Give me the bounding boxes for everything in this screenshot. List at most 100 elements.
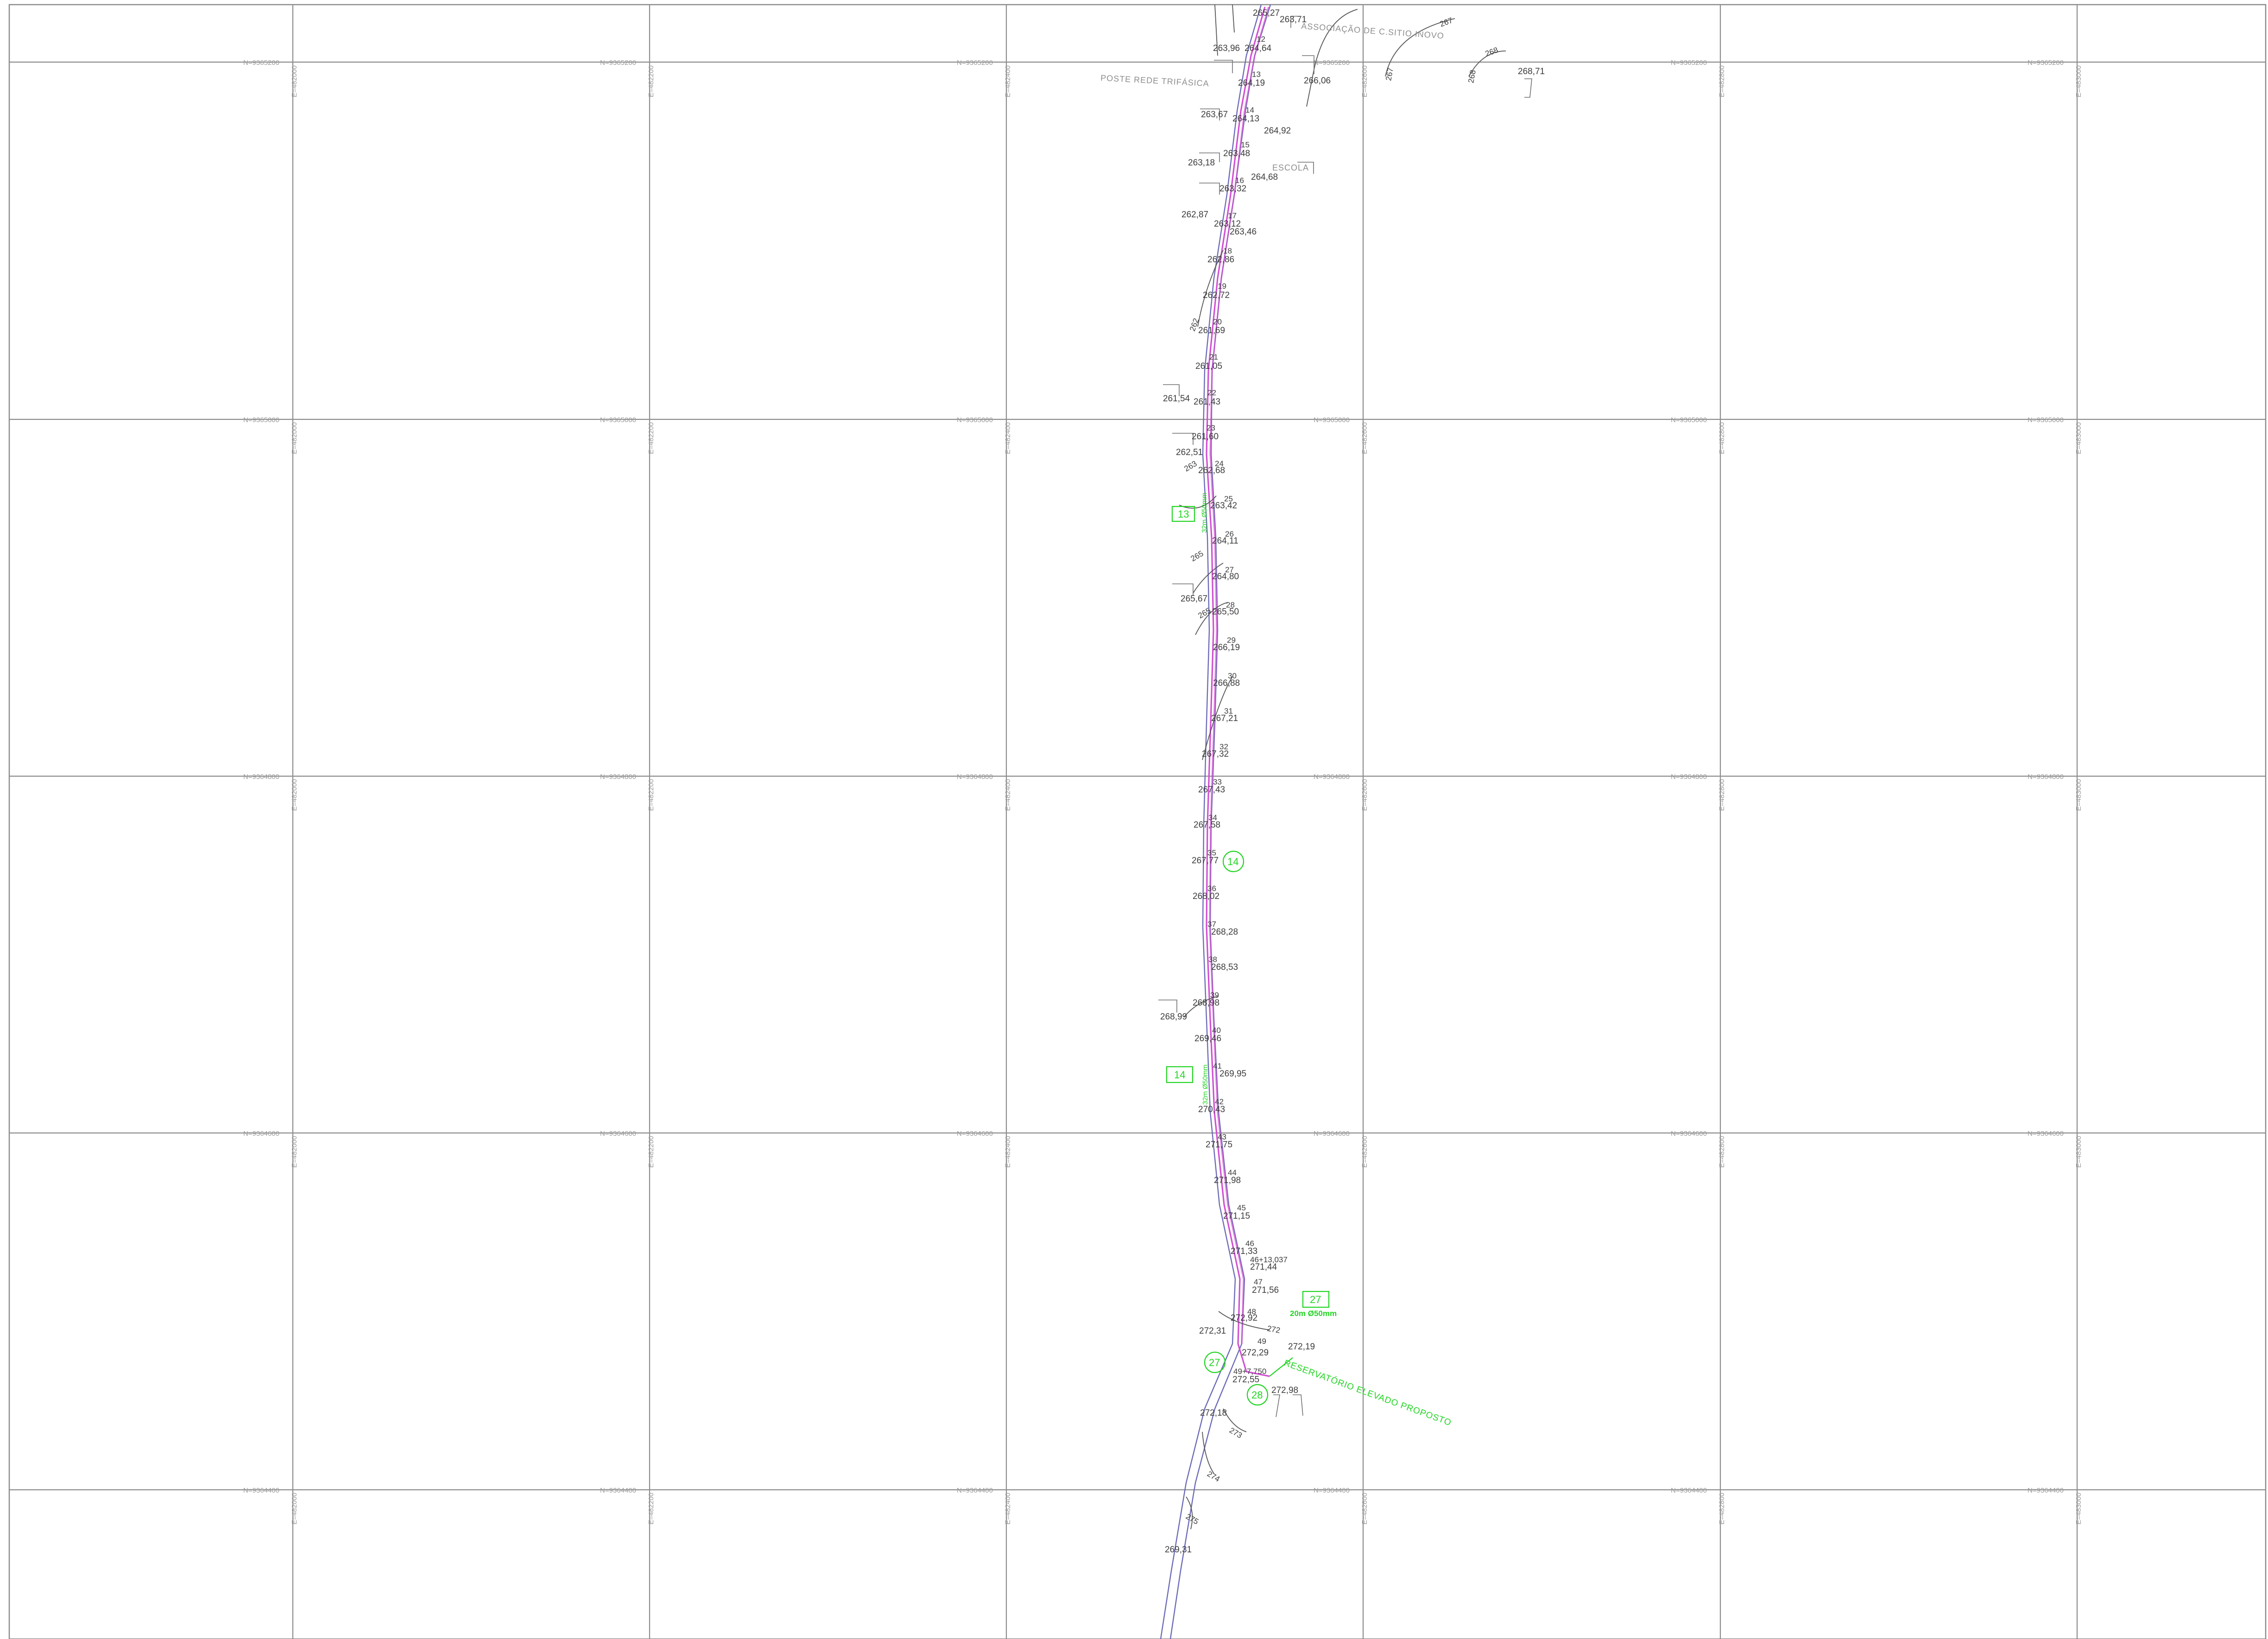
elevation-label: 267,21 bbox=[1211, 714, 1238, 723]
node-box-14[interactable] bbox=[1166, 1066, 1194, 1083]
northing-label: N=9364400 bbox=[1314, 1487, 1350, 1494]
node-box-14-label: 14 bbox=[1174, 1069, 1185, 1081]
easting-label: E=483000 bbox=[2075, 422, 2083, 454]
elevation-label: 265,27 bbox=[1253, 8, 1280, 18]
station-label: 16 bbox=[1235, 176, 1244, 185]
elevation-label: 268,71 bbox=[1518, 67, 1545, 76]
station-label: 44 bbox=[1228, 1168, 1237, 1177]
northing-label: N=9365000 bbox=[2028, 416, 2064, 424]
station-label: 17 bbox=[1228, 211, 1237, 220]
station-label: 32 bbox=[1219, 742, 1228, 751]
easting-label: E=482000 bbox=[291, 1493, 298, 1525]
elevation-label: 272,31 bbox=[1199, 1326, 1226, 1336]
station-label: 47 bbox=[1254, 1278, 1263, 1286]
easting-label: E=483000 bbox=[2075, 1136, 2083, 1168]
elevation-label: 263,42 bbox=[1210, 501, 1237, 511]
contour-value: 267 bbox=[1384, 67, 1395, 81]
node-box-27[interactable] bbox=[1302, 1291, 1330, 1308]
contour-value: 272 bbox=[1266, 1324, 1281, 1335]
elevation-label: 261,05 bbox=[1195, 361, 1222, 371]
easting-label: E=482200 bbox=[647, 1136, 655, 1168]
elevation-label: 266,06 bbox=[1304, 76, 1331, 86]
northing-label: N=9364800 bbox=[243, 773, 279, 781]
elevation-label: 271,15 bbox=[1223, 1211, 1250, 1221]
node-markers: 13 32m Ø50mm 14 32m Ø50mm 14 27 20m Ø50m… bbox=[1166, 493, 1337, 1406]
elevation-labels: 265,27 263,71 263,96 264,64 264,19 266,0… bbox=[1160, 8, 1545, 1555]
contour-value: 274 bbox=[1206, 1469, 1221, 1484]
water-pipe bbox=[1206, 6, 1270, 1377]
northing-label: N=9364600 bbox=[600, 1130, 636, 1138]
station-label: 33 bbox=[1213, 778, 1222, 786]
easting-label: E=482000 bbox=[291, 779, 298, 811]
node-box-13-label: 13 bbox=[1178, 508, 1189, 520]
elevation-label: 272,92 bbox=[1231, 1313, 1257, 1323]
station-label: 18 bbox=[1223, 247, 1232, 255]
elevation-label: 272,98 bbox=[1271, 1386, 1298, 1395]
elevation-label: 271,98 bbox=[1214, 1176, 1241, 1185]
node-circle-28[interactable] bbox=[1246, 1384, 1269, 1406]
elevation-label: 268,28 bbox=[1211, 927, 1238, 937]
northing-label: N=9364400 bbox=[2028, 1487, 2064, 1494]
northing-label: N=9365200 bbox=[243, 59, 279, 67]
contour-value: 265 bbox=[1189, 549, 1205, 563]
station-label: 43 bbox=[1218, 1133, 1226, 1141]
elevation-label: 271,56 bbox=[1252, 1285, 1279, 1295]
station-label: 27 bbox=[1225, 565, 1234, 574]
station-label: 23 bbox=[1207, 424, 1215, 432]
elevation-label: 269,46 bbox=[1194, 1034, 1221, 1044]
station-label: 49+7,750 bbox=[1233, 1367, 1266, 1376]
northing-label: N=9365200 bbox=[2028, 59, 2064, 67]
easting-label: E=482400 bbox=[1004, 1136, 1012, 1168]
station-label: 31 bbox=[1224, 707, 1233, 715]
easting-label: E=483000 bbox=[2075, 65, 2083, 97]
elevation-label: 272,29 bbox=[1242, 1348, 1269, 1358]
northing-label: N=9364400 bbox=[1671, 1487, 1707, 1494]
northing-label: N=9365200 bbox=[1314, 59, 1350, 67]
elevation-label: 271,75 bbox=[1206, 1140, 1232, 1150]
node-box-13[interactable] bbox=[1171, 506, 1195, 522]
elevation-label: 271,44 bbox=[1250, 1262, 1277, 1272]
northing-label: N=9364400 bbox=[243, 1487, 279, 1494]
northing-label: N=9364800 bbox=[600, 773, 636, 781]
elevation-label: 266,19 bbox=[1213, 643, 1240, 652]
northing-label: N=9364600 bbox=[2028, 1130, 2064, 1138]
station-label: 36 bbox=[1207, 884, 1216, 893]
elevation-label: 263,46 bbox=[1230, 227, 1257, 237]
map-frame bbox=[8, 4, 2267, 1639]
station-labels: 12 13 14 15 16 17 18 19 20 21 22 23 24 2… bbox=[1207, 35, 1288, 1376]
easting-label: E=483000 bbox=[2075, 1493, 2083, 1525]
elevation-label: 267,77 bbox=[1192, 856, 1219, 866]
node-circle-27-label: 27 bbox=[1209, 1357, 1220, 1368]
easting-label: E=482200 bbox=[647, 1493, 655, 1525]
elevation-label: 268,53 bbox=[1211, 962, 1238, 972]
station-label: 34 bbox=[1208, 813, 1217, 822]
reservatorio-label: RESERVATÓRIO ELEVADO PROPOSTO bbox=[1282, 1358, 1453, 1428]
easting-label: E=482800 bbox=[1718, 65, 1726, 97]
pipe-note-13: 32m Ø50mm bbox=[1200, 493, 1208, 533]
northing-label: N=9365000 bbox=[1671, 416, 1707, 424]
elevation-label: 267,43 bbox=[1198, 785, 1225, 795]
elevation-label: 261,69 bbox=[1198, 326, 1225, 335]
station-label: 19 bbox=[1218, 282, 1226, 291]
station-label: 14 bbox=[1245, 106, 1254, 114]
node-circle-27[interactable] bbox=[1204, 1351, 1226, 1373]
elevation-label: 263,48 bbox=[1223, 149, 1250, 158]
node-circle-14[interactable] bbox=[1222, 850, 1245, 873]
elevation-label: 265,50 bbox=[1212, 607, 1239, 617]
coordinate-grid bbox=[9, 5, 2266, 1639]
elevation-label: 264,64 bbox=[1245, 44, 1272, 53]
station-label: 13 bbox=[1252, 70, 1261, 79]
node-box-27-label: 27 bbox=[1310, 1294, 1321, 1305]
node-circle-14-label: 14 bbox=[1227, 856, 1238, 867]
pipe-note-14: 32m Ø50mm bbox=[1201, 1064, 1209, 1105]
station-label: 25 bbox=[1224, 494, 1233, 503]
northing-label: N=9365000 bbox=[957, 416, 993, 424]
northing-label: N=9364800 bbox=[957, 773, 993, 781]
station-label: 12 bbox=[1257, 35, 1265, 44]
easting-label: E=482000 bbox=[291, 1136, 298, 1168]
elevation-label: 261,60 bbox=[1192, 432, 1219, 442]
elevation-label: 262,68 bbox=[1198, 466, 1225, 475]
elevation-label: 263,12 bbox=[1214, 219, 1241, 229]
elevation-label: 263,32 bbox=[1219, 184, 1246, 194]
